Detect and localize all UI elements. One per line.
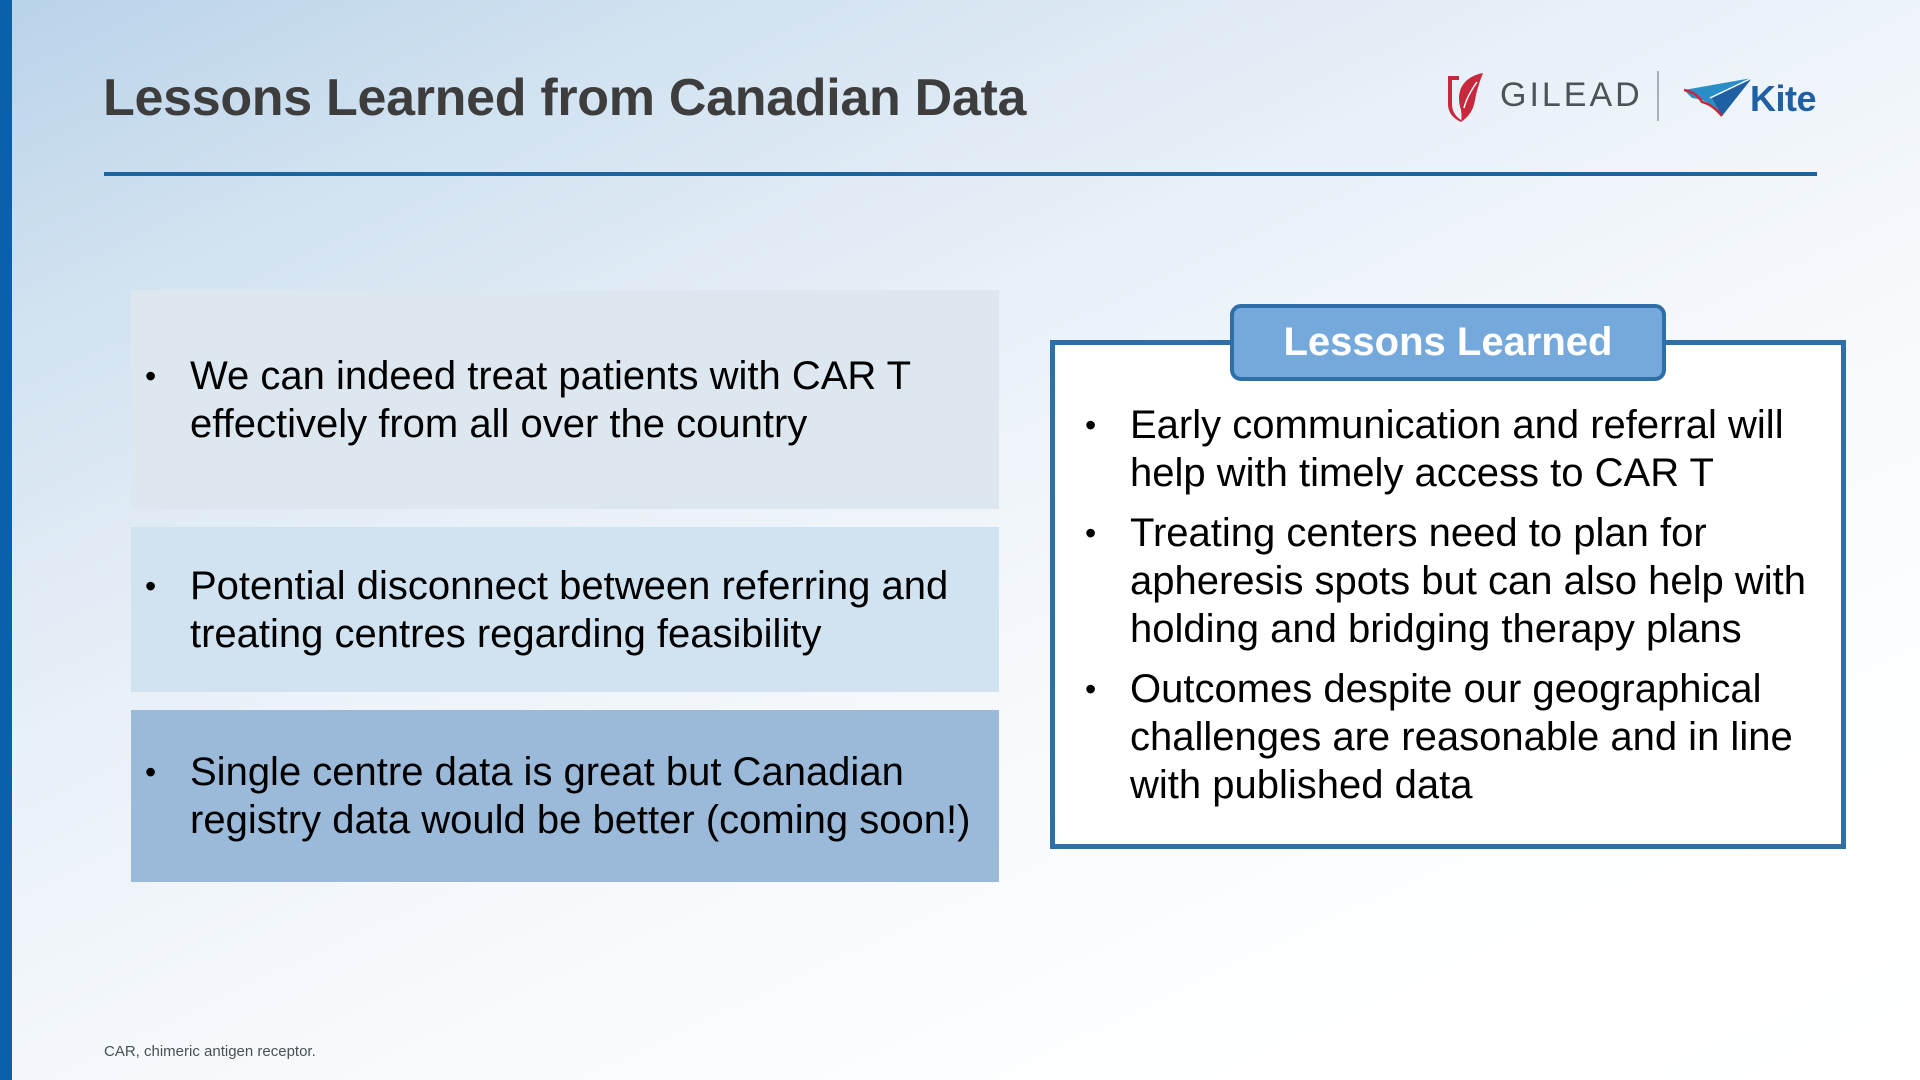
- lesson-item-2: Treating centers need to plan for aphere…: [1085, 509, 1821, 653]
- finding-text-1: We can indeed treat patients with CAR T …: [145, 352, 989, 448]
- kite-wordmark: Kite: [1750, 78, 1817, 119]
- footnote: CAR, chimeric antigen receptor.: [104, 1043, 316, 1060]
- finding-box-3: Single centre data is great but Canadian…: [131, 710, 999, 882]
- accent-bar: [0, 0, 12, 1080]
- logo-divider: [1657, 71, 1659, 121]
- finding-box-2: Potential disconnect between referring a…: [131, 527, 999, 692]
- title-divider: [104, 172, 1817, 176]
- lessons-panel: Early communication and referral will he…: [1050, 340, 1846, 849]
- finding-text-3: Single centre data is great but Canadian…: [145, 748, 989, 844]
- lesson-item-1: Early communication and referral will he…: [1085, 401, 1821, 497]
- gilead-shield-icon: [1448, 73, 1483, 122]
- slide-title: Lessons Learned from Canadian Data: [103, 69, 1027, 127]
- kite-plane-icon: [1683, 77, 1753, 117]
- finding-text-2: Potential disconnect between referring a…: [145, 562, 989, 658]
- finding-box-1: We can indeed treat patients with CAR T …: [131, 290, 999, 509]
- lessons-panel-heading: Lessons Learned: [1230, 304, 1666, 381]
- gilead-wordmark: GILEAD: [1500, 76, 1643, 114]
- brand-logos: GILEAD Kite: [1445, 68, 1820, 128]
- lesson-item-3: Outcomes despite our geographical challe…: [1085, 665, 1821, 809]
